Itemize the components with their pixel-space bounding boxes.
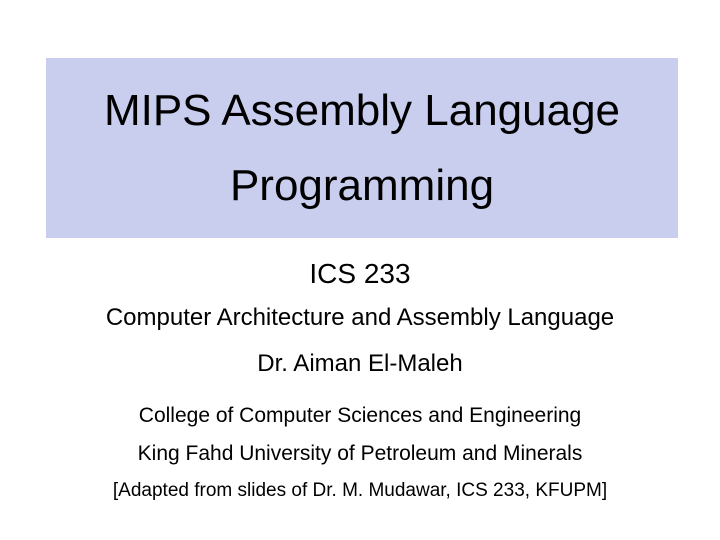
university-name: King Fahd University of Petroleum and Mi…: [138, 442, 583, 466]
title-block: MIPS Assembly Language Programming: [46, 58, 678, 238]
adapted-note: [Adapted from slides of Dr. M. Mudawar, …: [113, 480, 607, 502]
content-area: ICS 233 Computer Architecture and Assemb…: [0, 258, 720, 502]
course-name: Computer Architecture and Assembly Langu…: [106, 304, 614, 332]
instructor-name: Dr. Aiman El-Maleh: [257, 350, 462, 378]
course-code: ICS 233: [309, 258, 410, 290]
slide-title-line2: Programming: [230, 157, 494, 214]
college-name: College of Computer Sciences and Enginee…: [139, 404, 581, 428]
slide-title-line1: MIPS Assembly Language: [104, 82, 620, 139]
